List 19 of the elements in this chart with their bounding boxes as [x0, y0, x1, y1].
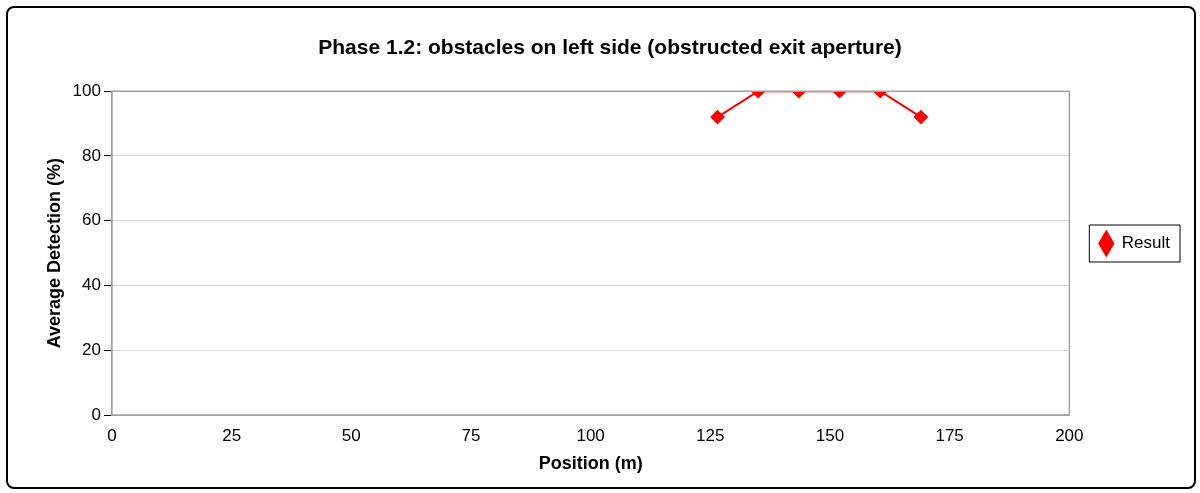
legend-label: Result — [1121, 233, 1171, 253]
x-tick-label: 200 — [1055, 425, 1084, 445]
x-tick-label: 125 — [696, 425, 725, 445]
y-tick-label: 60 — [82, 210, 101, 230]
x-tick-label: 100 — [576, 425, 605, 445]
x-tick-label: 0 — [107, 425, 117, 445]
x-tick-label: 150 — [815, 425, 845, 445]
x-tick-label: 25 — [222, 425, 242, 445]
x-tick-label: 175 — [935, 425, 964, 445]
y-tick-label: 0 — [91, 404, 101, 424]
y-tick-label: 20 — [82, 339, 101, 359]
x-tick-label: 50 — [341, 425, 361, 445]
y-tick-label: 80 — [82, 145, 101, 165]
x-axis-title: Position (m) — [538, 453, 643, 474]
y-tick-label: 100 — [72, 80, 101, 100]
y-tick-label: 40 — [82, 275, 101, 295]
x-tick-label: 75 — [461, 425, 481, 445]
y-axis-title: Average Detection (%) — [43, 157, 64, 349]
chart-title: Phase 1.2: obstacles on left side (obstructed exit aperture) — [318, 35, 902, 59]
